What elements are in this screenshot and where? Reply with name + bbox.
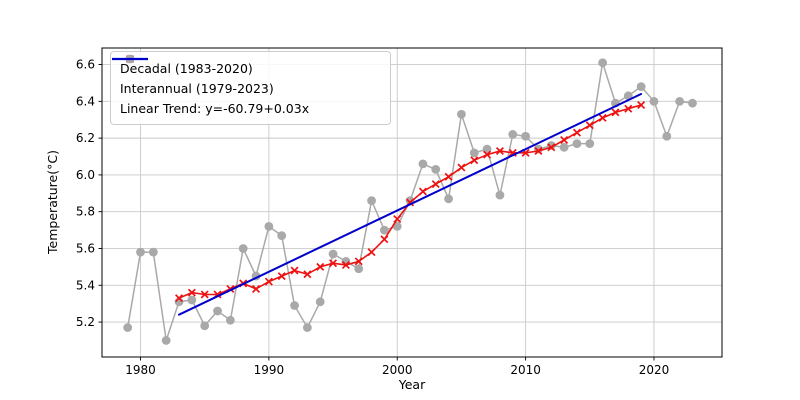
plot-frame — [101, 47, 723, 358]
interannual-point-marker — [585, 139, 595, 149]
interannual-point-marker — [521, 131, 531, 141]
decadal-point-marker — [495, 146, 504, 156]
interannual-point-marker — [302, 323, 312, 332]
legend-label-interannual: Interannual (1979-2023) — [120, 80, 274, 96]
interannual-point-marker — [264, 222, 274, 231]
interannual-point-marker — [675, 96, 685, 106]
interannual-point-marker — [367, 196, 376, 206]
interannual-point-marker — [136, 247, 145, 257]
series-layer — [123, 58, 697, 345]
decadal-point-marker — [316, 262, 325, 271]
x-tick-label: 2000 — [382, 363, 413, 377]
y-tick-label: 5.2 — [76, 315, 95, 329]
decadal-point-marker — [483, 150, 492, 159]
y-axis-label: Temperature(°C) — [45, 150, 60, 255]
x-tick-label: 1980 — [125, 363, 156, 377]
interannual-point-marker — [161, 336, 171, 345]
interannual-point-marker — [418, 159, 428, 169]
decadal-point-marker — [252, 284, 261, 293]
interannual-point-marker — [572, 139, 582, 149]
legend-item-decadal: Decadal (1983-2020) — [112, 54, 380, 78]
decadal-point-marker — [547, 143, 556, 152]
interannual-point-marker — [534, 144, 543, 154]
y-tick-label: 5.6 — [76, 241, 95, 255]
y-tick-label: 6.0 — [76, 168, 95, 182]
x-tick-label: 2020 — [639, 363, 670, 377]
linear-trend-line — [178, 93, 643, 316]
decadal-point-marker — [431, 180, 440, 189]
decadal-point-marker — [585, 121, 594, 130]
legend: Decadal (1983-2020) Interannual (1979-202… — [110, 51, 391, 125]
legend-item-linear-trend: Linear Trend: y=-60.79+0.03x — [112, 57, 380, 118]
decadal-point-marker — [470, 156, 479, 165]
interannual-point-marker — [200, 321, 210, 331]
interannual-point-marker — [213, 306, 222, 316]
interannual-point-marker — [123, 323, 133, 332]
interannual-point-marker — [225, 315, 235, 325]
decadal-point-marker — [290, 266, 299, 275]
y-tick-label: 6.6 — [76, 58, 95, 72]
interannual-point-marker — [315, 297, 325, 307]
decadal-point-marker — [572, 128, 581, 137]
decadal-point-marker — [637, 101, 646, 110]
interannual-point-marker — [598, 58, 608, 68]
decadal-point-marker — [598, 113, 607, 122]
interannual-point-marker — [457, 109, 466, 119]
interannual-point-marker — [290, 301, 299, 310]
interannual-point-marker — [238, 244, 248, 253]
legend-swatch-linear-trend — [112, 57, 148, 61]
legend-item-interannual: Interannual (1979-2023) — [112, 54, 380, 98]
decadal-point-marker — [393, 215, 402, 224]
interannual-point-marker — [495, 190, 505, 200]
x-axis-label: Year — [398, 377, 426, 392]
decadal-point-marker — [200, 290, 209, 299]
interannual-point-marker — [688, 98, 697, 108]
interannual-point-marker — [328, 249, 338, 259]
interannual-point-marker — [508, 130, 518, 139]
interannual-point-marker — [559, 142, 569, 152]
interannual-point-marker — [354, 264, 364, 274]
interannual-point-marker — [431, 164, 441, 174]
decadal-point-marker — [534, 146, 543, 156]
interannual-point-marker — [277, 231, 287, 241]
decadal-point-marker — [418, 187, 427, 196]
tick-layer: 1980 1990 2000 2010 2020 5.2 5.4 5.6 5.8 6.0 6.2 6.… — [76, 58, 669, 377]
interannual-point-marker — [187, 295, 197, 305]
y-tick-label: 6.4 — [76, 94, 95, 108]
interannual-point-marker — [392, 222, 402, 231]
interannual-point-marker — [444, 194, 453, 204]
x-tick-label: 2010 — [510, 363, 541, 377]
decadal-point-marker — [303, 270, 312, 279]
decadal-point-marker — [277, 272, 286, 281]
y-tick-label: 5.4 — [76, 278, 95, 292]
decadal-point-marker — [175, 294, 184, 303]
decadal-point-marker — [264, 277, 273, 286]
y-tick-label: 6.2 — [76, 131, 95, 145]
decadal-point-marker — [354, 257, 363, 266]
decadal-point-marker — [444, 172, 453, 181]
interannual-point-marker — [469, 148, 479, 158]
interannual-point-marker — [148, 247, 158, 257]
y-tick-label: 5.8 — [76, 205, 95, 219]
decadal-point-marker — [560, 135, 569, 144]
decadal-point-marker — [380, 235, 389, 244]
interannual-point-marker — [649, 96, 659, 106]
x-tick-label: 1990 — [254, 363, 285, 377]
decadal-point-marker — [329, 259, 338, 268]
decadal-point-marker — [457, 163, 466, 172]
decadal-point-marker — [624, 104, 633, 113]
interannual-point-marker — [662, 131, 672, 141]
decadal-point-marker — [611, 108, 620, 117]
legend-label-decadal: Decadal (1983-2020) — [120, 60, 253, 76]
interannual-point-marker — [636, 82, 646, 92]
decadal-point-marker — [341, 261, 350, 270]
legend-label-linear-trend: Linear Trend: y=-60.79+0.03x — [120, 100, 310, 116]
decadal-point-marker — [367, 248, 376, 257]
decadal-point-marker — [187, 288, 196, 297]
interannual-point-marker — [380, 225, 389, 235]
